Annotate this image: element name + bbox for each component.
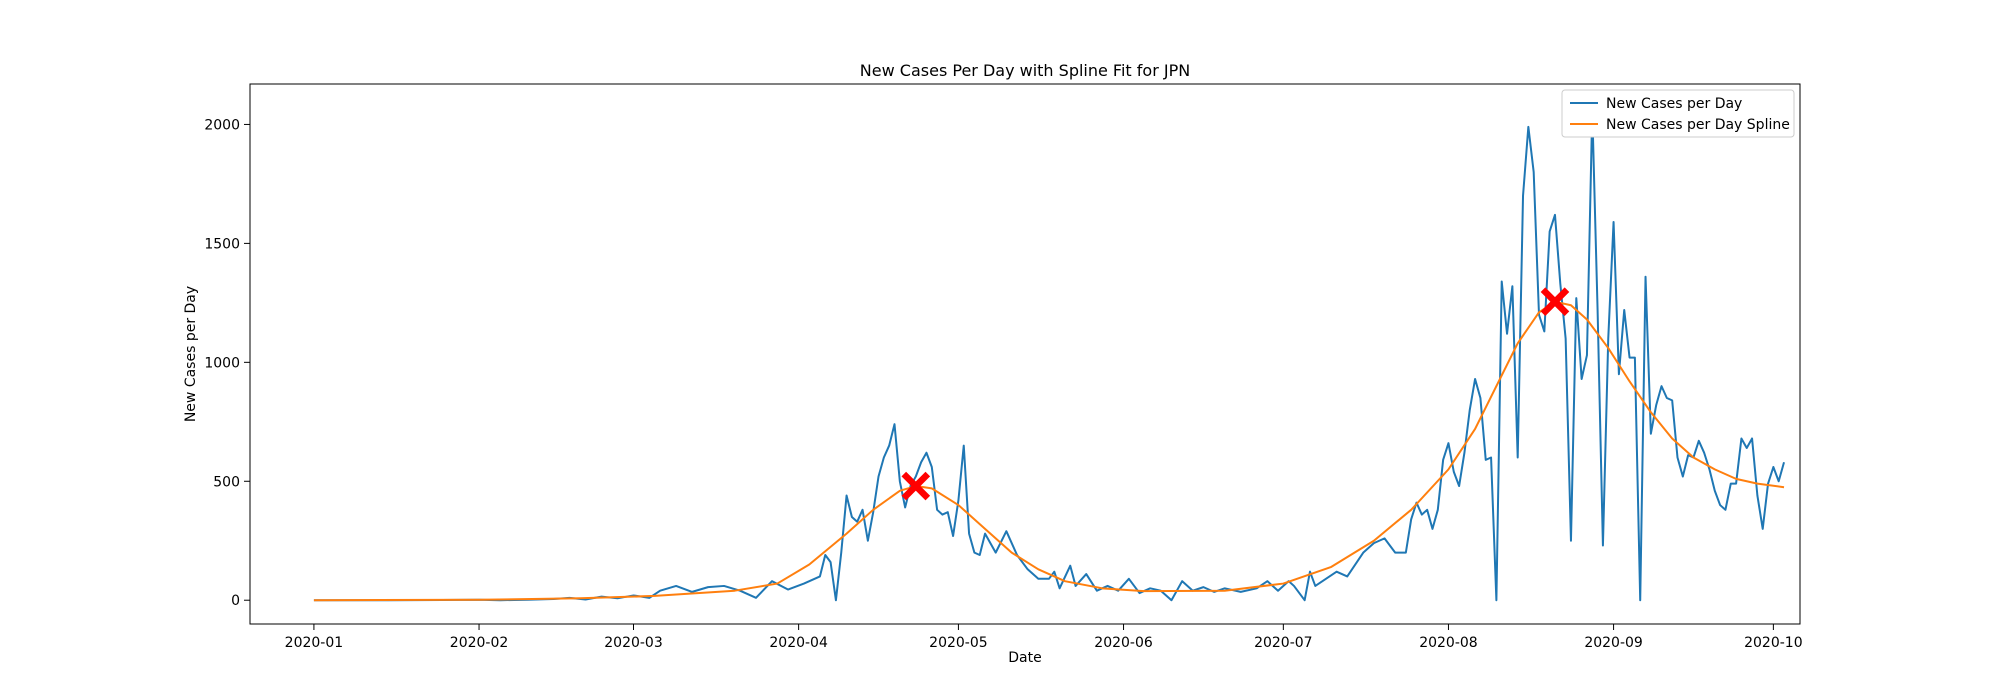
peak-marker-cross	[1540, 287, 1570, 316]
series-line-spline	[313, 300, 1785, 602]
x-tick-label: 2020-06	[1094, 635, 1153, 651]
x-tick-label: 2020-02	[450, 635, 509, 651]
legend: New Cases per Day New Cases per Day Spli…	[1561, 89, 1795, 138]
x-axis: 2020-01 2020-02 2020-03 2020-04 2020-05 2020-…	[285, 624, 1803, 651]
y-axis: 0 500 1000 1500 2000	[204, 117, 250, 609]
x-axis-label: Date	[1008, 650, 1041, 666]
y-tick-label: 0	[231, 593, 240, 609]
x-tick-label: 2020-04	[769, 635, 828, 651]
y-tick-label: 1000	[204, 355, 240, 371]
peak-marker	[901, 471, 931, 501]
peak-marker-cross	[901, 471, 931, 501]
x-tick-label: 2020-05	[929, 635, 988, 651]
x-tick-label: 2020-07	[1254, 635, 1313, 651]
series-line-new-cases	[313, 109, 1785, 602]
y-tick-label: 2000	[204, 117, 240, 133]
x-tick-label: 2020-01	[285, 635, 344, 651]
legend-label-spline: New Cases per Day Spline	[1606, 117, 1790, 133]
y-axis-label: New Cases per Day	[183, 286, 199, 422]
chart-title: New Cases Per Day with Spline Fit for JP…	[860, 61, 1190, 80]
peak-marker	[1540, 287, 1570, 316]
y-tick-label: 1500	[204, 236, 240, 252]
y-tick-label: 500	[213, 474, 240, 490]
legend-box	[1561, 89, 1795, 138]
plot-frame	[249, 83, 1801, 625]
x-tick-label: 2020-09	[1584, 635, 1643, 651]
x-tick-label: 2020-03	[604, 635, 663, 651]
x-tick-label: 2020-10	[1744, 635, 1803, 651]
legend-label-raw: New Cases per Day	[1606, 96, 1742, 112]
x-tick-label: 2020-08	[1419, 635, 1478, 651]
plot-area	[313, 109, 1785, 602]
